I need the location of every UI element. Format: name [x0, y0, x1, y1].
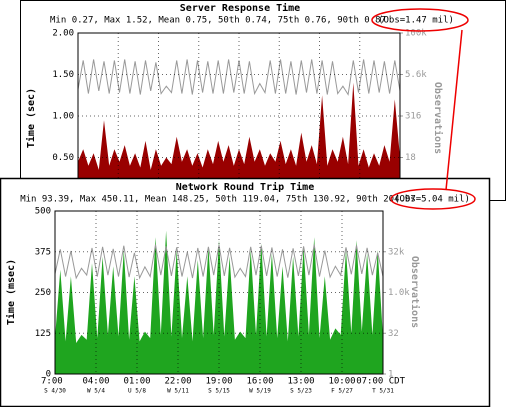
- y2-tick-label: 32k: [388, 247, 405, 257]
- y2-axis-label: Observations: [432, 82, 444, 154]
- x-tick-label: 16:00: [246, 377, 273, 387]
- y-tick-label: 125: [35, 329, 51, 339]
- chart-title: Network Round Trip Time: [176, 181, 314, 193]
- y-tick-label: 1.50: [52, 70, 74, 80]
- highlight-ellipse: [390, 188, 476, 210]
- y-tick-label: 1.00: [52, 112, 74, 122]
- obs-note: (Obs=1.47 mil): [378, 16, 454, 26]
- x-tick-sublabel: F 5/27: [331, 388, 353, 395]
- y-axis-label: Time (sec): [25, 88, 37, 148]
- y2-tick-label: 18: [405, 153, 416, 163]
- y-tick-label: 0: [46, 370, 51, 380]
- y-tick-label: 0.50: [52, 153, 74, 163]
- y-axis-label: Time (msec): [5, 259, 17, 325]
- x-tick-sublabel: S 4/30: [44, 388, 66, 395]
- x-tick-sublabel: S 5/15: [208, 388, 230, 395]
- data-area: [55, 230, 383, 374]
- plot-frame: [54, 210, 384, 375]
- connector-line: [445, 29, 463, 191]
- x-tick-label: 7:00: [41, 377, 63, 387]
- obs-note: (Obs=5.04 mil): [394, 195, 470, 205]
- x-tick-sublabel: W 5/4: [87, 388, 105, 395]
- y-tick-label: 500: [35, 207, 51, 217]
- y2-tick-label: 5.6k: [405, 70, 427, 80]
- chart-title: Server Response Time: [180, 2, 300, 14]
- chart-subtitle: Min 93.39, Max 450.11, Mean 148.25, 50th…: [20, 195, 416, 205]
- y-tick-label: 250: [35, 288, 51, 298]
- y2-tick-label: 32: [388, 329, 399, 339]
- y2-tick-label: 1: [388, 370, 393, 380]
- y2-tick-label: 100k: [405, 29, 427, 39]
- y2-tick-label: 316: [405, 112, 421, 122]
- y2-axis-label: Observations: [409, 256, 421, 328]
- x-tick-sublabel: U 5/8: [128, 388, 146, 395]
- chart-subtitle: Min 0.27, Max 1.52, Mean 0.75, 50th 0.74…: [50, 16, 386, 26]
- y-tick-label: 375: [35, 247, 51, 257]
- x-tick-sublabel: T 5/31: [372, 388, 394, 395]
- x-tick-sublabel: S 5/23: [290, 388, 312, 395]
- y2-tick-label: 1.0k: [388, 288, 410, 298]
- x-tick-sublabel: W 5/19: [249, 388, 271, 395]
- annotations: [371, 8, 476, 210]
- highlight-ellipse: [371, 8, 469, 32]
- y-tick-label: 2.00: [52, 29, 74, 39]
- x-tick-label: 13:00: [287, 377, 314, 387]
- x-tick-label: 10:00: [328, 377, 355, 387]
- x-tick-label: 07:00 CDT: [356, 377, 405, 387]
- x-tick-sublabel: W 5/11: [167, 388, 189, 395]
- chart-server-response: Server Response Time Min 0.27, Max 1.52,…: [20, 0, 506, 201]
- x-tick-label: 19:00: [205, 377, 232, 387]
- x-tick-label: 04:00: [82, 377, 109, 387]
- observations-line: [77, 59, 401, 96]
- x-tick-label: 22:00: [164, 377, 191, 387]
- x-tick-label: 01:00: [123, 377, 150, 387]
- observations-line: [54, 244, 384, 280]
- chart-network-rtt: Network Round Trip Time Min 93.39, Max 4…: [0, 177, 491, 407]
